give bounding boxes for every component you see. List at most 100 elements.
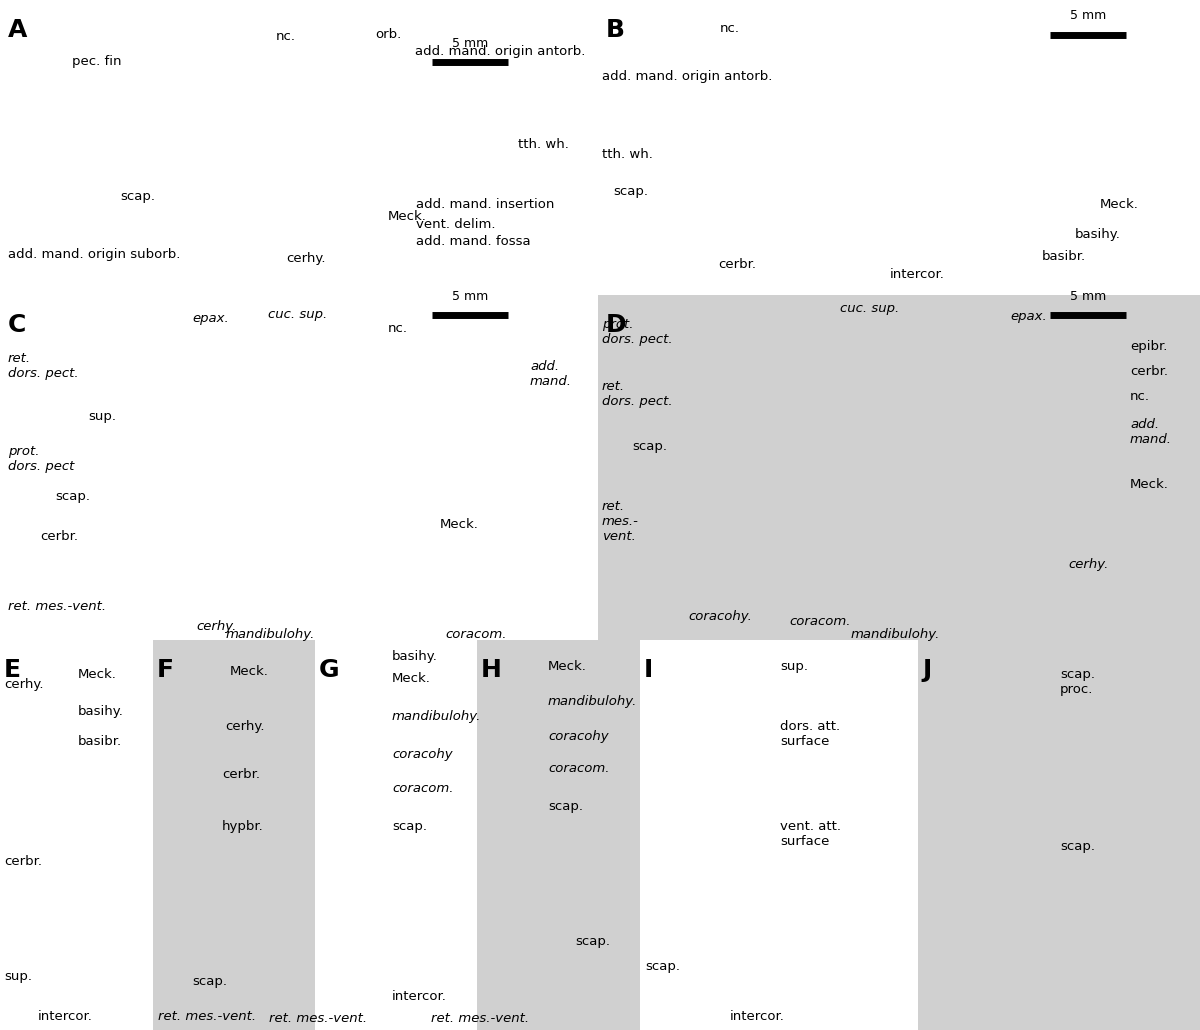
Text: hypbr.: hypbr.: [222, 820, 264, 833]
Text: coracom.: coracom.: [445, 628, 506, 641]
Text: sup.: sup.: [4, 970, 32, 983]
Text: 5 mm: 5 mm: [452, 290, 488, 303]
Bar: [314, 640, 478, 1030]
Text: coracohy.: coracohy.: [688, 610, 752, 623]
Text: 5 mm: 5 mm: [1070, 290, 1106, 303]
Text: add. mand. fossa: add. mand. fossa: [416, 235, 530, 248]
Text: prot.
dors. pect: prot. dors. pect: [8, 445, 74, 473]
Text: dors. att.
surface: dors. att. surface: [780, 720, 840, 748]
Text: coracom.: coracom.: [790, 615, 851, 628]
Text: scap.
proc.: scap. proc.: [1060, 668, 1096, 696]
Text: vent. delim.: vent. delim.: [416, 218, 496, 231]
Text: scap.: scap.: [646, 960, 680, 973]
Text: orb.: orb.: [374, 28, 401, 41]
Bar: [640, 640, 918, 1030]
Text: scap.: scap.: [392, 820, 427, 833]
Text: cerhy.: cerhy.: [1068, 558, 1109, 571]
Text: ret. mes.-vent.: ret. mes.-vent.: [8, 600, 106, 613]
Text: sup.: sup.: [780, 660, 808, 673]
Text: mandibulohy.: mandibulohy.: [226, 628, 314, 641]
Text: intercor.: intercor.: [730, 1010, 785, 1023]
Text: Meck.: Meck.: [1130, 478, 1169, 491]
Text: cerbr.: cerbr.: [718, 258, 756, 271]
Text: basihy.: basihy.: [78, 705, 124, 718]
Bar: [154, 640, 314, 1030]
Text: ret.
dors. pect.: ret. dors. pect.: [602, 380, 673, 408]
Text: F: F: [157, 658, 174, 682]
Text: D: D: [606, 313, 626, 337]
Text: Meck.: Meck.: [1100, 198, 1139, 211]
Text: scap.: scap.: [613, 185, 648, 198]
Text: add. mand. insertion: add. mand. insertion: [416, 198, 554, 211]
Text: Meck.: Meck.: [230, 665, 269, 678]
Text: basibr.: basibr.: [1042, 250, 1086, 263]
Text: C: C: [8, 313, 26, 337]
Text: scap.: scap.: [1060, 840, 1096, 853]
Text: nc.: nc.: [1130, 390, 1150, 403]
Text: coracom.: coracom.: [392, 782, 454, 795]
Text: mandibulohy.: mandibulohy.: [548, 695, 637, 708]
Bar: [478, 640, 640, 1030]
Text: 5 mm: 5 mm: [452, 37, 488, 50]
Text: cuc. sup.: cuc. sup.: [840, 302, 900, 315]
Text: J: J: [922, 658, 931, 682]
Text: nc.: nc.: [720, 22, 740, 35]
Text: basibr.: basibr.: [78, 735, 122, 748]
Bar: [0, 295, 595, 640]
Bar: [0, 0, 595, 295]
Text: vent. att.
surface: vent. att. surface: [780, 820, 841, 848]
Text: add. mand. origin antorb.: add. mand. origin antorb.: [415, 45, 586, 58]
Text: scap.: scap.: [120, 190, 155, 203]
Text: intercor.: intercor.: [38, 1010, 92, 1023]
Text: mandibulohy.: mandibulohy.: [392, 710, 481, 723]
Text: scap.: scap.: [55, 490, 90, 503]
Text: epax.: epax.: [192, 312, 229, 325]
Text: ret. mes.-vent.: ret. mes.-vent.: [158, 1010, 256, 1023]
Text: epax.: epax.: [1010, 310, 1046, 323]
Text: ret. mes.-vent.: ret. mes.-vent.: [431, 1012, 529, 1025]
Text: pec. fin: pec. fin: [72, 55, 121, 68]
Bar: [0, 640, 154, 1030]
Text: epibr.: epibr.: [1130, 340, 1168, 353]
Text: 5 mm: 5 mm: [1070, 9, 1106, 22]
Text: add. mand. origin suborb.: add. mand. origin suborb.: [8, 248, 180, 261]
Text: cerhy.: cerhy.: [226, 720, 264, 733]
Text: Meck.: Meck.: [548, 660, 587, 673]
Text: H: H: [481, 658, 502, 682]
Text: basihy.: basihy.: [1075, 228, 1121, 241]
Text: mandibulohy.: mandibulohy.: [851, 628, 940, 641]
Text: scap.: scap.: [192, 975, 227, 988]
Text: nc.: nc.: [276, 30, 296, 43]
Bar: [598, 0, 1200, 295]
Text: add.
mand.: add. mand.: [1130, 418, 1172, 446]
Text: B: B: [606, 18, 625, 42]
Text: cerbr.: cerbr.: [222, 768, 260, 781]
Text: add.
mand.: add. mand.: [530, 360, 572, 388]
Text: Meck.: Meck.: [392, 672, 431, 685]
Text: cerhy.: cerhy.: [4, 678, 43, 691]
Text: coracohy: coracohy: [392, 748, 452, 761]
Text: cerbr.: cerbr.: [1130, 365, 1168, 378]
Text: cerhy.: cerhy.: [196, 620, 236, 633]
Text: add. mand. origin antorb.: add. mand. origin antorb.: [602, 70, 773, 83]
Text: Meck.: Meck.: [388, 210, 427, 224]
Text: coracohy: coracohy: [548, 730, 608, 743]
Text: prot.
dors. pect.: prot. dors. pect.: [602, 318, 673, 346]
Text: I: I: [644, 658, 653, 682]
Text: cerhy.: cerhy.: [286, 252, 325, 265]
Text: tth. wh.: tth. wh.: [518, 138, 569, 151]
Text: intercor.: intercor.: [392, 990, 446, 1003]
Text: scap.: scap.: [548, 800, 583, 813]
Text: ret. mes.-vent.: ret. mes.-vent.: [269, 1012, 367, 1025]
Text: ret.
dors. pect.: ret. dors. pect.: [8, 352, 79, 380]
Text: sup.: sup.: [88, 410, 116, 423]
Text: cerbr.: cerbr.: [4, 855, 42, 868]
Bar: [918, 640, 1200, 1030]
Bar: [598, 295, 1200, 640]
Text: nc.: nc.: [388, 322, 408, 335]
Text: basihy.: basihy.: [392, 650, 438, 663]
Text: tth. wh.: tth. wh.: [602, 148, 653, 161]
Text: intercor.: intercor.: [890, 268, 944, 281]
Text: Meck.: Meck.: [78, 668, 116, 681]
Text: A: A: [8, 18, 28, 42]
